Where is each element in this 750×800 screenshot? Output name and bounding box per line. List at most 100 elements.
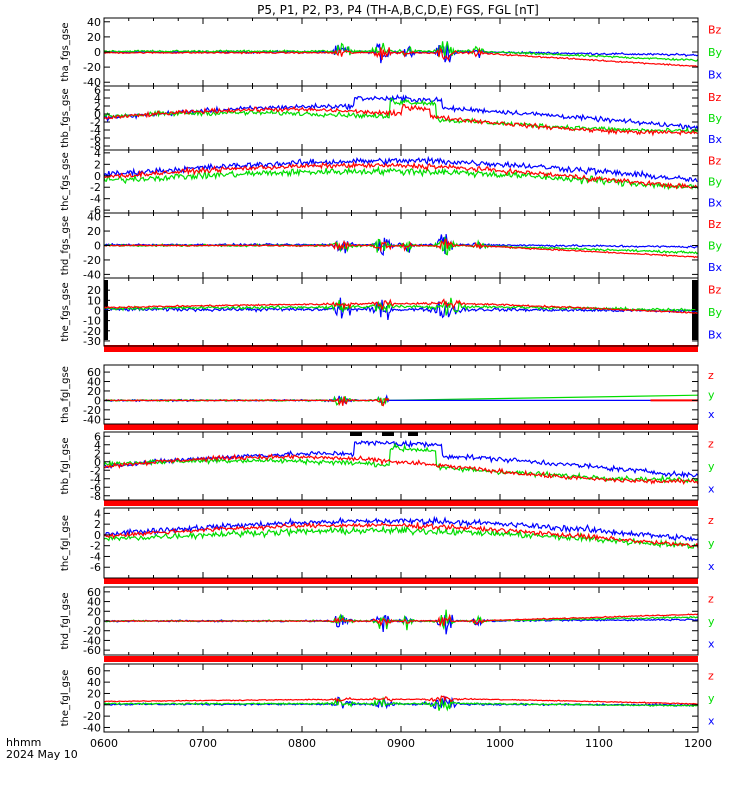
- legend-entry: Bx: [708, 196, 723, 209]
- legend-entry: Bz: [708, 155, 722, 168]
- y-axis-label: thb_fgs_gse: [60, 88, 71, 147]
- series-tha_fgs_gse-z: [104, 46, 698, 68]
- series-the_fgs_gse-z: [104, 298, 698, 314]
- y-tick-label: -4: [90, 473, 101, 486]
- y-tick-label: 0: [94, 108, 101, 121]
- y-tick-label: 0: [94, 304, 101, 317]
- series-thb_fgl_gse-z: [104, 453, 698, 486]
- y-tick-label: 6: [94, 84, 101, 97]
- y-tick-label: 0: [94, 170, 101, 183]
- y-axis-label: thb_fgl_gse: [60, 438, 71, 495]
- legend-entry: y: [708, 460, 715, 473]
- series-thb_fgs_gse-z: [104, 103, 698, 137]
- y-tick-label: 20: [87, 284, 101, 297]
- y-tick-label: 0: [94, 394, 101, 407]
- x-tick-label: 1200: [684, 737, 712, 750]
- x-tick-label: 1000: [486, 737, 514, 750]
- quality-bar: [104, 345, 698, 352]
- x-tick-label: 0700: [189, 737, 217, 750]
- x-tick-label: 0900: [387, 737, 415, 750]
- y-tick-label: -4: [90, 550, 101, 563]
- y-tick-label: 40: [87, 376, 101, 389]
- legend-entry: x: [708, 408, 715, 421]
- panel-thc_fgs_gse: 420-2-4-6 thc_fgs_gse Bz By Bx: [60, 147, 723, 217]
- x-axis-label-hhmm: hhmm: [6, 736, 41, 749]
- legend-entry: z: [708, 438, 714, 451]
- y-tick-label: 10: [87, 294, 101, 307]
- y-tick-label: -6: [90, 481, 101, 494]
- series-tha_fgl_gse-y-tail: [389, 394, 699, 401]
- y-tick-label: 40: [87, 676, 101, 689]
- y-tick-label: -20: [83, 254, 101, 267]
- y-axis-label: tha_fgs_gse: [60, 22, 71, 81]
- y-tick-label: 2: [94, 100, 101, 113]
- series-thd_fgs_gse-z: [104, 238, 698, 259]
- legend-entry: z: [708, 514, 714, 527]
- panel-tha_fgs_gse: 40 20 0 -20 -40 tha_fgs_gse Bz By Bx: [60, 16, 723, 89]
- y-tick-label: -40: [83, 721, 101, 734]
- y-tick-label: -40: [83, 413, 101, 426]
- y-tick-label: -30: [83, 335, 101, 348]
- y-axis-label: thc_fgs_gse: [60, 152, 71, 211]
- y-tick-label: -60: [83, 644, 101, 657]
- panel-thc_fgl_gse: 420-2-4-6 thc_fgl_gse zyx: [60, 507, 715, 579]
- y-tick-label: -20: [83, 404, 101, 417]
- y-tick-label: 4: [94, 439, 101, 452]
- legend-entry: x: [708, 482, 715, 495]
- legend-entry: By: [708, 176, 723, 189]
- y-axis-label: the_fgl_gse: [60, 670, 71, 727]
- y-tick-label: 2: [94, 518, 101, 531]
- panel-frame: [103, 85, 699, 151]
- series-the_fgl_gse-y: [104, 696, 698, 712]
- y-axis-label: tha_fgl_gse: [60, 366, 71, 423]
- legend-entry: z: [708, 670, 714, 683]
- legend-entry: Bx: [708, 68, 723, 81]
- series-thc_fgl_gse-y: [104, 524, 698, 550]
- series-thb_fgl_gse-y: [104, 442, 698, 484]
- legend-entry: Bz: [708, 24, 722, 37]
- y-tick-label: -20: [83, 61, 101, 74]
- series-thc_fgl_gse-z: [104, 521, 698, 549]
- flag-marker: [382, 432, 394, 436]
- y-axis-label: thd_fgs_gse: [60, 216, 71, 275]
- y-tick-label: -8: [90, 140, 101, 153]
- y-tick-label: -2: [90, 464, 101, 477]
- legend-entry: By: [708, 240, 723, 253]
- y-tick-label: -40: [83, 634, 101, 647]
- series-the_fgl_gse-z: [104, 695, 698, 705]
- quality-bar: [104, 656, 698, 662]
- quality-bar: [104, 578, 698, 584]
- series-the_fgs_gse-y: [104, 297, 698, 316]
- series-the_fgs_gse-x: [104, 297, 698, 320]
- y-tick-label: 0: [94, 699, 101, 712]
- x-tick-label: 0800: [288, 737, 316, 750]
- y-tick-label: -8: [90, 490, 101, 503]
- quality-bar: [104, 500, 698, 506]
- y-tick-label: -6: [90, 132, 101, 145]
- legend-entry: y: [708, 692, 715, 705]
- y-tick-label: -20: [83, 625, 101, 638]
- y-tick-label: 0: [94, 615, 101, 628]
- y-tick-label: -20: [83, 710, 101, 723]
- flag-marker: [350, 432, 362, 436]
- legend-entry: Bx: [708, 133, 723, 146]
- y-tick-label: -20: [83, 325, 101, 338]
- quality-bar: [104, 424, 698, 430]
- y-tick-label: 20: [87, 385, 101, 398]
- y-tick-label: 20: [87, 31, 101, 44]
- legend-entry: x: [708, 637, 715, 650]
- y-tick-label: 4: [94, 92, 101, 105]
- y-tick-label: -40: [83, 76, 101, 89]
- legend-entry: By: [708, 306, 723, 319]
- y-tick-label: -10: [83, 315, 101, 328]
- y-tick-label: 40: [87, 596, 101, 609]
